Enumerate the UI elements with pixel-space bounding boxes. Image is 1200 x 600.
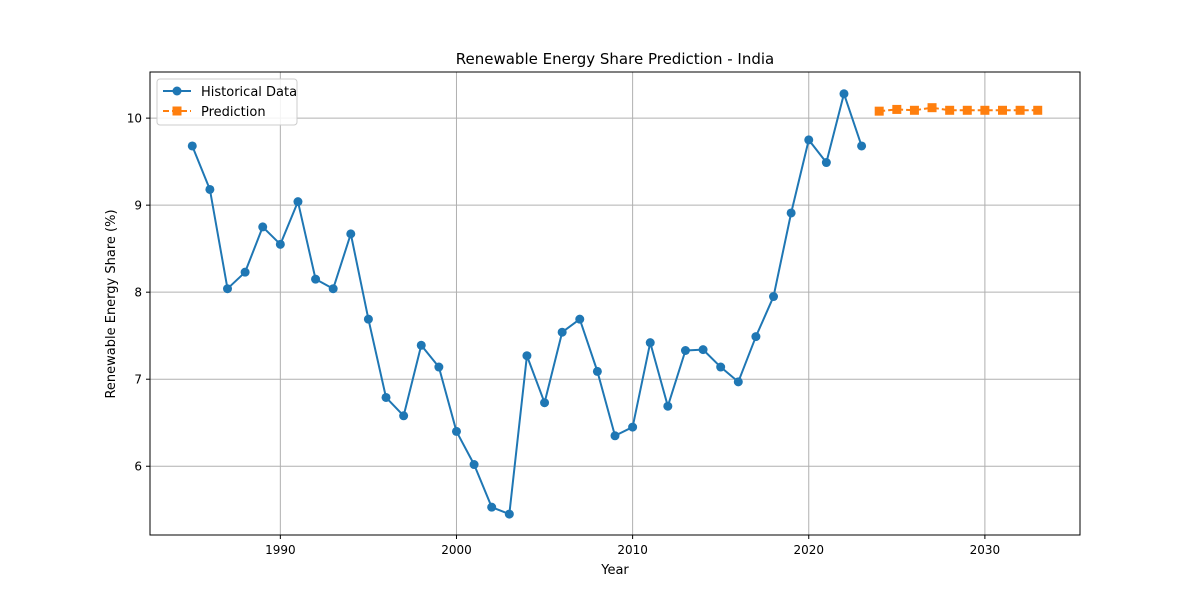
x-axis-label: Year xyxy=(600,563,629,578)
x-tick-label: 2030 xyxy=(970,543,1001,557)
data-point xyxy=(962,105,972,115)
data-point xyxy=(205,184,215,194)
axis-ticks: 1990 2000 2010 2020 2030 6 7 8 9 10 xyxy=(127,112,1000,557)
x-tick-label: 2000 xyxy=(441,543,472,557)
data-point xyxy=(839,89,849,99)
data-point xyxy=(557,327,567,337)
chart-title: Renewable Energy Share Prediction - Indi… xyxy=(456,50,774,68)
grid-lines xyxy=(150,72,1080,535)
series-prediction xyxy=(874,103,1043,116)
data-point xyxy=(1033,105,1043,115)
data-point xyxy=(223,284,232,294)
series-historical-data xyxy=(187,89,867,519)
x-tick-label: 2020 xyxy=(793,543,824,557)
data-point xyxy=(663,401,673,411)
data-point xyxy=(733,377,743,387)
data-point xyxy=(1015,105,1025,115)
data-point xyxy=(540,398,550,408)
data-point xyxy=(998,105,1007,115)
data-point xyxy=(786,208,796,218)
data-point xyxy=(363,314,373,324)
y-tick-label: 10 xyxy=(127,112,142,126)
data-point xyxy=(821,158,831,168)
series-layer xyxy=(187,89,1043,519)
legend: Historical Data Prediction xyxy=(156,78,298,126)
data-point xyxy=(751,332,761,342)
data-point xyxy=(909,105,919,115)
data-point xyxy=(451,426,461,436)
data-point xyxy=(258,222,268,232)
data-point xyxy=(645,338,655,348)
x-tick-label: 1990 xyxy=(265,543,296,557)
data-point xyxy=(434,362,444,372)
y-tick-label: 8 xyxy=(134,286,142,300)
data-point xyxy=(381,392,391,402)
data-point xyxy=(716,362,726,372)
data-point xyxy=(927,103,937,113)
y-axis-label: Renewable Energy Share (%) xyxy=(104,209,119,398)
data-point xyxy=(698,345,708,355)
legend-label-historical: Historical Data xyxy=(201,85,297,100)
data-point xyxy=(945,105,955,115)
data-point xyxy=(328,284,338,294)
y-tick-label: 9 xyxy=(134,199,142,213)
legend-marker-historical xyxy=(172,86,182,96)
data-point xyxy=(680,345,690,355)
y-tick-label: 7 xyxy=(134,373,142,387)
data-point xyxy=(769,292,779,302)
data-point xyxy=(980,105,990,115)
data-point xyxy=(892,104,902,114)
data-point xyxy=(857,141,867,151)
data-point xyxy=(628,422,638,432)
data-point xyxy=(346,229,356,239)
data-point xyxy=(610,431,620,441)
data-point xyxy=(311,274,321,284)
data-point xyxy=(522,351,532,361)
data-point xyxy=(275,239,285,249)
data-point xyxy=(575,314,585,324)
y-tick-label: 6 xyxy=(134,460,142,474)
data-point xyxy=(804,135,814,145)
x-tick-label: 2010 xyxy=(617,543,648,557)
data-point xyxy=(592,366,602,376)
legend-marker-prediction xyxy=(172,106,182,116)
data-point xyxy=(874,106,884,116)
data-point xyxy=(240,267,250,277)
data-point xyxy=(504,509,514,519)
data-point xyxy=(399,411,409,421)
plot-frame xyxy=(149,71,1081,536)
data-point xyxy=(469,460,479,470)
data-point xyxy=(187,141,197,151)
data-point xyxy=(293,197,303,207)
legend-label-prediction: Prediction xyxy=(201,105,266,120)
data-point xyxy=(487,502,497,512)
data-point xyxy=(416,340,426,350)
legend-box xyxy=(156,78,298,126)
